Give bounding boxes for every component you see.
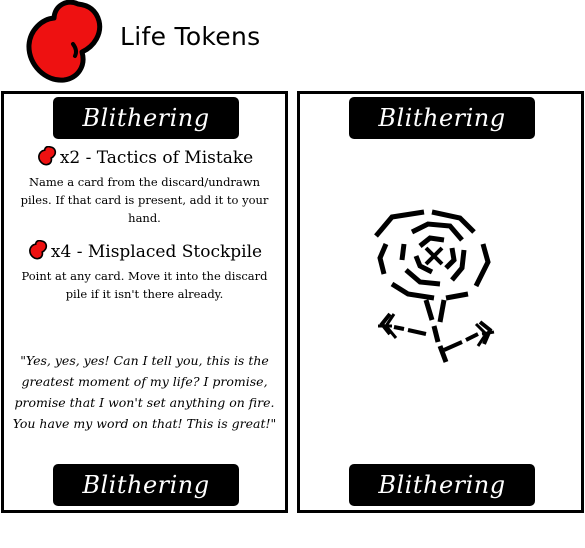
ability-heading: x4 - Misplaced Stockpile xyxy=(4,240,285,263)
card-title-banner: Blithering Fool xyxy=(53,464,239,541)
card-front[interactable]: Blithering Fool x2 - Tactics of Mistake … xyxy=(1,91,288,541)
page-title: Life Tokens xyxy=(120,22,261,51)
card-title-banner: Blithering Fool xyxy=(349,464,535,541)
life-token-icon xyxy=(37,146,56,166)
rose-icon xyxy=(374,209,495,363)
card-title-banner: Blithering Fool xyxy=(349,97,535,174)
ability-heading: x2 - Tactics of Mistake xyxy=(4,146,285,169)
life-token-icon xyxy=(28,240,47,260)
card-title-banner: Blithering Fool xyxy=(53,97,239,174)
ability-description: Point at any card. Move it into the disc… xyxy=(21,269,268,301)
header: Life Tokens xyxy=(0,0,585,88)
ability-description: Name a card from the discard/undrawn pil… xyxy=(20,175,269,225)
ability-heading-text: x2 - Tactics of Mistake xyxy=(59,148,254,168)
ability-misplaced-stockpile: x4 - Misplaced Stockpile Point at any ca… xyxy=(4,240,285,303)
flavor-text: "Yes, yes, yes! Can I tell you, this is … xyxy=(12,353,277,431)
ability-tactics-of-mistake: x2 - Tactics of Mistake Name a card from… xyxy=(4,146,285,227)
life-token-icon xyxy=(26,0,103,83)
ability-heading-text: x4 - Misplaced Stockpile xyxy=(50,242,263,262)
card-back[interactable]: Blithering Fool xyxy=(297,91,584,541)
